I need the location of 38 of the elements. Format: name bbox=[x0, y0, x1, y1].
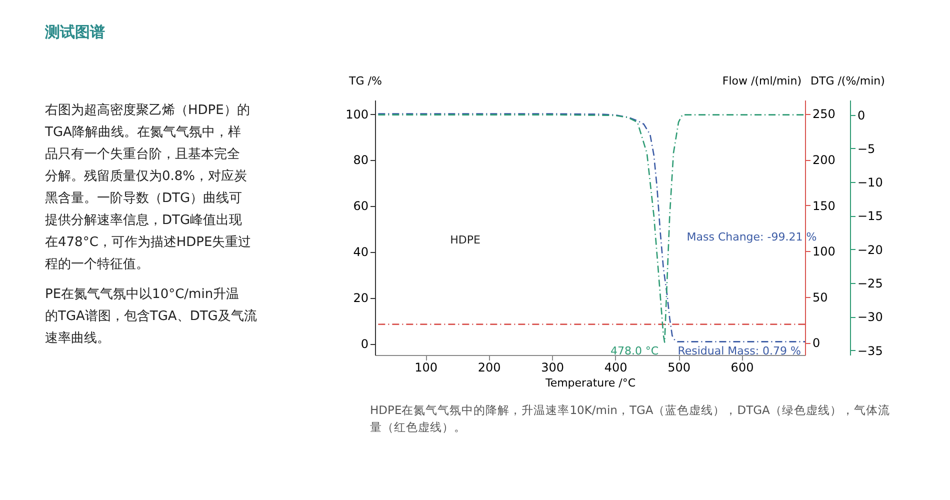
y2-axis-title: Flow /(ml/min) bbox=[722, 74, 802, 88]
x-tick-label: 100 bbox=[414, 360, 438, 374]
annotation: Mass Change: -99.21 % bbox=[686, 230, 817, 244]
y3-tick-label: −15 bbox=[858, 209, 883, 224]
text: 测试图谱 bbox=[44, 23, 105, 41]
y-tick-label: 40 bbox=[353, 245, 368, 260]
annotation: HDPE bbox=[450, 233, 481, 246]
y-tick-label: 80 bbox=[353, 153, 368, 168]
y2-tick-label: 50 bbox=[812, 290, 828, 304]
annotation: 478.0 °C bbox=[610, 344, 659, 358]
x-tick-label: 300 bbox=[541, 360, 564, 374]
y-tick-label: 100 bbox=[346, 107, 368, 122]
y2-tick-label: 100 bbox=[812, 244, 836, 259]
x-tick-label: 600 bbox=[730, 360, 754, 374]
y-tick-label: 0 bbox=[360, 337, 368, 352]
y3-axis-title: DTG /(%/min) bbox=[810, 74, 885, 88]
y2-tick-label: 0 bbox=[812, 336, 820, 350]
y3-tick-label: −30 bbox=[858, 310, 883, 324]
y3-tick-label: −20 bbox=[858, 242, 883, 257]
y3-tick-label: −10 bbox=[858, 176, 883, 190]
x-axis-title: Temperature /°C bbox=[544, 376, 636, 390]
y3-tick-label: −5 bbox=[858, 142, 876, 156]
y3-tick-label: −25 bbox=[858, 276, 883, 291]
annotation: Residual Mass: 0.79 % bbox=[678, 344, 801, 358]
y3-tick-label: 0 bbox=[858, 108, 866, 122]
text: HDPE在氮气气氛中的降解，升温速率10K/min，TGA（蓝色虚线），DTGA（绿色虚线），气体流量（红色虚线）。 bbox=[370, 403, 890, 434]
y3-tick-label: −35 bbox=[858, 344, 883, 358]
text: 右图为超高密度聚乙烯（HDPE）的TGA降解曲线。在氮气气氛中，样品只有一个失重台阶，且基本完全分解。残留质量仅为0.8%，对应炭黑含量。一阶导数（DTG）曲线可提供分解速率信息，DTG峰值出现在478°C，可作为描述HDPE失重过程的一个特征值。 bbox=[44, 102, 252, 272]
y2-tick-label: 250 bbox=[812, 107, 836, 122]
x-tick-label: 500 bbox=[668, 360, 690, 374]
y-axis-title: TG /% bbox=[348, 74, 382, 88]
y-tick-label: 60 bbox=[353, 199, 368, 214]
x-tick-label: 400 bbox=[604, 360, 628, 374]
x-tick-label: 200 bbox=[478, 360, 501, 374]
y2-tick-label: 200 bbox=[812, 153, 836, 168]
y-tick-label: 20 bbox=[353, 291, 368, 306]
y2-tick-label: 150 bbox=[812, 198, 836, 213]
text: PE在氮气气氛中以10°C/min升温的TGA谱图，包含TGA、DTG及气流速率曲线。 bbox=[45, 287, 257, 346]
